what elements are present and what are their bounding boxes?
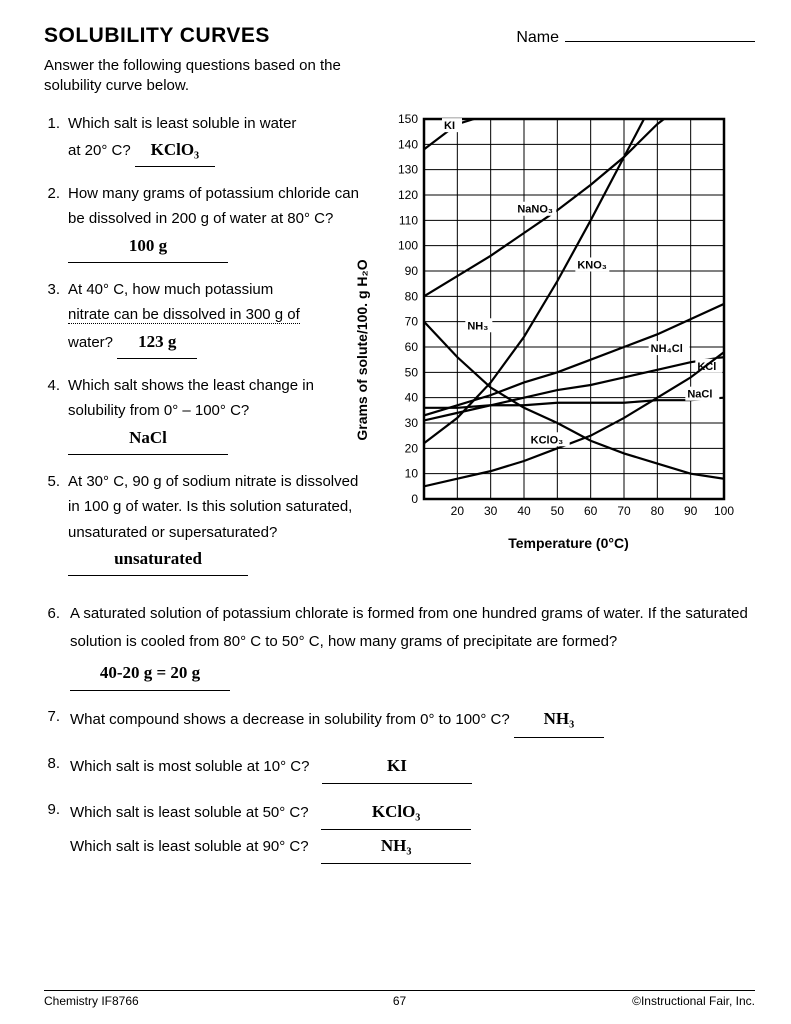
svg-text:130: 130 <box>398 162 418 176</box>
svg-text:NH₄Cl: NH₄Cl <box>651 343 683 355</box>
question-number: 1. <box>44 111 60 167</box>
question-text: Which salt is least soluble at 90° C? <box>70 838 309 855</box>
svg-text:0: 0 <box>411 492 418 506</box>
svg-text:60: 60 <box>584 504 598 518</box>
question-5: 5. At 30° C, 90 g of sodium nitrate is d… <box>44 469 364 576</box>
question-text: A saturated solution of potassium chlora… <box>70 605 748 651</box>
question-3: 3. At 40° C, how much potassium nitrate … <box>44 277 364 359</box>
question-number: 7. <box>44 703 60 737</box>
svg-text:NH₃: NH₃ <box>467 320 488 332</box>
svg-text:10: 10 <box>405 466 419 480</box>
answer-blank[interactable]: NH₃ <box>514 703 604 737</box>
page-footer: Chemistry IF8766 67 ©Instructional Fair,… <box>44 990 755 1008</box>
question-9: 9. Which salt is least soluble at 50° C?… <box>44 796 755 865</box>
question-text: Which salt is least soluble in water <box>68 115 296 132</box>
svg-text:70: 70 <box>617 504 631 518</box>
svg-text:60: 60 <box>405 340 419 354</box>
question-text: at 20° C? <box>68 142 131 159</box>
answer-blank[interactable]: unsaturated <box>68 545 248 576</box>
svg-text:80: 80 <box>651 504 665 518</box>
question-text: water? <box>68 334 113 351</box>
page-number: 67 <box>393 994 406 1008</box>
name-field: Name <box>516 28 755 47</box>
svg-text:90: 90 <box>405 264 419 278</box>
svg-text:KI: KI <box>444 120 455 132</box>
question-number: 5. <box>44 469 60 576</box>
question-2: 2. How many grams of potassium chloride … <box>44 181 364 263</box>
svg-text:KClO₃: KClO₃ <box>531 434 564 446</box>
chart-ylabel: Grams of solute/100. g H₂O <box>354 260 370 441</box>
question-number: 9. <box>44 796 60 865</box>
question-text: How many grams of potassium chloride can… <box>68 185 359 228</box>
svg-text:20: 20 <box>405 441 419 455</box>
question-7: 7. What compound shows a decrease in sol… <box>44 703 755 737</box>
question-text: nitrate can be dissolved in 300 g of <box>68 306 300 324</box>
svg-text:50: 50 <box>405 365 419 379</box>
answer-blank[interactable]: 123 g <box>117 328 197 359</box>
question-4: 4. Which salt shows the least change in … <box>44 373 364 455</box>
question-text: At 30° C, 90 g of sodium nitrate is diss… <box>68 473 358 541</box>
question-6: 6. A saturated solution of potassium chl… <box>44 600 755 691</box>
question-number: 3. <box>44 277 60 359</box>
answer-blank[interactable]: NH₃ <box>321 830 471 864</box>
question-number: 6. <box>44 600 60 691</box>
svg-text:40: 40 <box>405 390 419 404</box>
svg-text:70: 70 <box>405 314 419 328</box>
svg-text:110: 110 <box>399 213 418 227</box>
page-title: SOLUBILITY CURVES <box>44 24 270 48</box>
answer-blank[interactable]: NaCl <box>68 424 228 455</box>
svg-text:100: 100 <box>398 238 418 252</box>
footer-right: ©Instructional Fair, Inc. <box>632 994 755 1008</box>
chart-svg: 20 30 40 50 60 70 80 90 100 0 10 20 30 40 50 60 70 80 90 10… <box>382 111 742 531</box>
svg-text:100: 100 <box>714 504 734 518</box>
svg-text:40: 40 <box>517 504 531 518</box>
footer-left: Chemistry IF8766 <box>44 994 139 1008</box>
svg-text:20: 20 <box>451 504 465 518</box>
svg-text:120: 120 <box>398 188 418 202</box>
question-text: What compound shows a decrease in solubi… <box>70 711 510 728</box>
question-number: 2. <box>44 181 60 263</box>
svg-text:30: 30 <box>484 504 498 518</box>
answer-blank[interactable]: KClO₃ <box>135 136 215 167</box>
name-label: Name <box>516 29 559 47</box>
question-text: Which salt shows the least change in sol… <box>68 377 314 420</box>
svg-text:50: 50 <box>551 504 565 518</box>
chart-xlabel: Temperature (0°C) <box>382 535 755 551</box>
question-text: Which salt is most soluble at 10° C? <box>70 758 309 775</box>
svg-text:KNO₃: KNO₃ <box>577 259 607 271</box>
answer-blank[interactable]: 100 g <box>68 232 228 263</box>
question-8: 8. Which salt is most soluble at 10° C? … <box>44 750 755 784</box>
svg-text:30: 30 <box>405 416 419 430</box>
svg-text:150: 150 <box>398 112 418 126</box>
question-text: At 40° C, how much potassium <box>68 281 273 298</box>
answer-blank[interactable]: 40-20 g = 20 g <box>70 657 230 691</box>
svg-text:140: 140 <box>398 137 418 151</box>
question-text: Which salt is least soluble at 50° C? <box>70 804 309 821</box>
svg-text:80: 80 <box>405 289 419 303</box>
instructions: Answer the following questions based on … <box>44 56 344 97</box>
svg-text:90: 90 <box>684 504 698 518</box>
answer-blank[interactable]: KI <box>322 750 472 784</box>
question-number: 8. <box>44 750 60 784</box>
svg-text:NaCl: NaCl <box>687 388 712 400</box>
name-input-line[interactable] <box>565 28 755 42</box>
question-column: 1. Which salt is least soluble in water … <box>44 111 364 590</box>
answer-blank[interactable]: KClO₃ <box>321 796 471 830</box>
svg-text:NaNO₃: NaNO₃ <box>517 203 553 215</box>
question-number: 4. <box>44 373 60 455</box>
question-1: 1. Which salt is least soluble in water … <box>44 111 364 167</box>
solubility-chart: Grams of solute/100. g H₂O 2030405060708… <box>382 111 755 590</box>
